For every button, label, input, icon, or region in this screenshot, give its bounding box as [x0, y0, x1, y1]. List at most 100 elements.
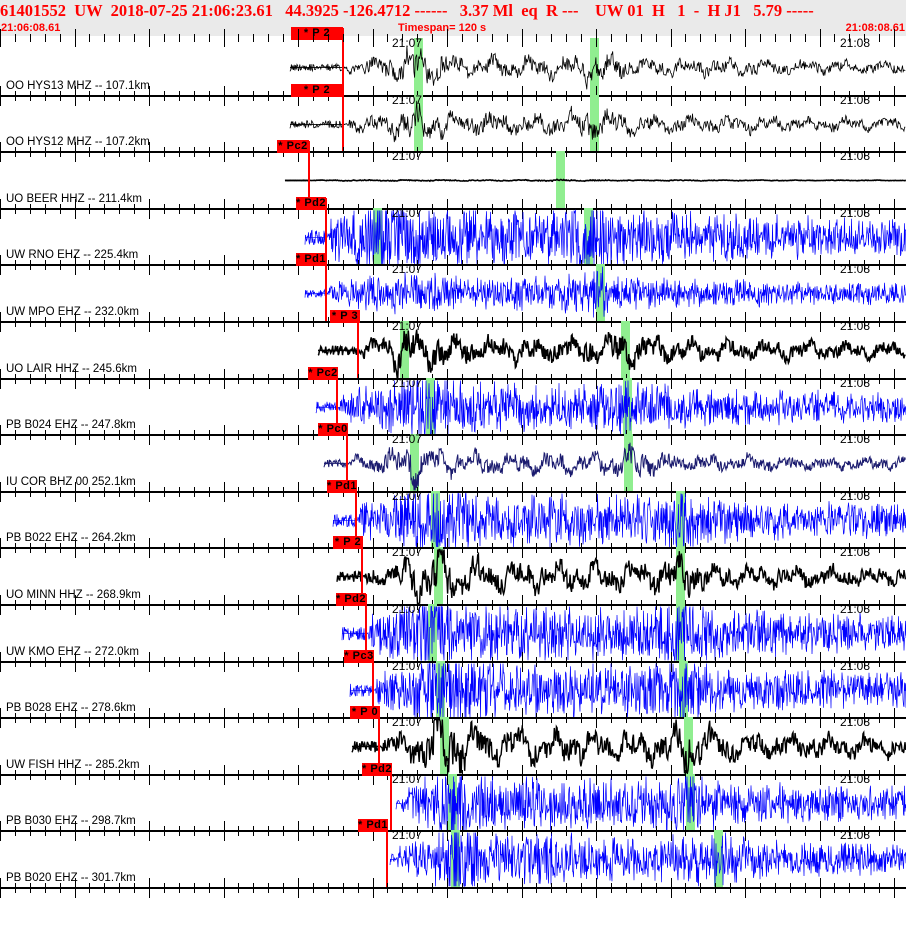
p-pick-label[interactable]: * P 2	[291, 27, 343, 40]
p-pick-label[interactable]: * Pd2	[362, 762, 393, 776]
p-pick-line[interactable]	[342, 84, 344, 152]
axis-tick	[373, 878, 374, 887]
channel-row[interactable]	[0, 490, 906, 548]
axis-tick	[283, 373, 284, 378]
p-pick-label[interactable]: * Pc2	[277, 140, 309, 154]
channel-row[interactable]	[0, 321, 906, 378]
axis-tick	[194, 323, 195, 327]
axis-tick	[283, 606, 284, 610]
p-pick-line[interactable]	[342, 28, 344, 95]
p-pick-line[interactable]	[355, 480, 357, 548]
channel-row[interactable]	[0, 264, 906, 321]
p-pick-line[interactable]	[386, 820, 388, 887]
p-pick-line[interactable]	[365, 594, 367, 661]
axis-tick	[75, 764, 76, 774]
channel-label[interactable]: UW RNO EHZ -- 225.4km	[6, 249, 139, 262]
axis-tick	[730, 662, 731, 667]
channel-row[interactable]	[0, 207, 906, 265]
channel-label[interactable]: UO MINN HHZ -- 268.9km	[6, 589, 141, 601]
axis-tick	[238, 486, 239, 491]
p-pick-label[interactable]: * Pd2	[296, 196, 327, 210]
p-pick-label[interactable]: * Pd1	[327, 479, 358, 493]
p-pick-label[interactable]: * Pc3	[344, 649, 374, 663]
p-pick-line[interactable]	[390, 763, 392, 831]
axis-tick	[671, 323, 672, 332]
axis-tick	[164, 883, 165, 887]
axis-tick	[298, 436, 299, 446]
axis-tick	[715, 549, 716, 554]
p-pick-label[interactable]: * Pd2	[336, 593, 367, 606]
channel-row[interactable]	[0, 604, 906, 661]
p-pick-line[interactable]	[357, 311, 359, 378]
axis-tick	[15, 34, 16, 38]
axis-tick	[75, 436, 76, 446]
axis-tick	[164, 436, 165, 441]
p-pick-line[interactable]	[336, 367, 338, 435]
axis-tick	[268, 379, 269, 384]
p-pick-label[interactable]: * P 2	[291, 83, 343, 97]
axis-tick	[700, 96, 701, 101]
p-pick-label[interactable]: * P 3	[330, 310, 360, 323]
p-pick-label[interactable]: * Pc2	[308, 366, 338, 380]
channel-label[interactable]: OO HYS12 MHZ -- 107.2km	[6, 136, 150, 149]
header-bar: 61401552 UW 2018-07-25 21:06:23.61 44.39…	[0, 0, 906, 22]
p-pick-label[interactable]: * Pd1	[358, 819, 389, 833]
channel-label[interactable]: OO HYS13 MHZ -- 107.1km	[6, 79, 150, 92]
channel-row[interactable]	[0, 377, 906, 435]
waveform-path	[304, 266, 906, 318]
p-pick-line[interactable]	[325, 254, 327, 321]
p-pick-line[interactable]	[346, 424, 348, 491]
channel-row[interactable]	[0, 547, 906, 604]
axis-tick	[626, 775, 627, 780]
axis-tick	[507, 600, 508, 604]
p-pick-label[interactable]: * P 0	[350, 706, 380, 720]
channel-label[interactable]: UW MPO EHZ -- 232.0km	[6, 306, 139, 318]
channel-label[interactable]: PB B022 EHZ -- 264.2km	[6, 532, 136, 545]
p-pick-line[interactable]	[372, 650, 374, 718]
seismogram-panel[interactable]: * P 2 21:07 21:08 OO HYS13 MHZ -- 107.1km * …	[0, 27, 906, 940]
channel-label[interactable]: UW KMO EHZ -- 272.0km	[6, 645, 139, 658]
axis-tick	[700, 379, 701, 384]
channel-row[interactable]	[0, 830, 906, 887]
axis-tick	[119, 436, 120, 441]
p-pick-label[interactable]: * P 2	[333, 536, 363, 550]
axis-tick	[894, 96, 895, 106]
axis-tick	[194, 317, 195, 321]
axis-tick	[894, 436, 895, 446]
channel-label[interactable]: UW FISH HHZ -- 285.2km	[6, 758, 140, 771]
p-pick-line[interactable]	[361, 537, 363, 604]
channel-row[interactable]	[0, 151, 906, 208]
p-pick-label[interactable]: * Pc0	[318, 423, 348, 437]
channel-label[interactable]: IU COR BHZ 00 252.1km	[6, 475, 136, 488]
axis-tick	[671, 198, 672, 208]
axis-tick	[15, 38, 16, 42]
axis-tick	[164, 153, 165, 158]
axis-tick	[790, 883, 791, 887]
p-pick-line[interactable]	[325, 197, 327, 265]
channel-label[interactable]: UO LAIR HHZ -- 245.6km	[6, 362, 137, 375]
axis-tick	[536, 317, 537, 321]
axis-tick	[566, 209, 567, 214]
axis-tick	[30, 436, 31, 441]
axis-tick	[760, 543, 761, 548]
axis-tick	[224, 708, 225, 718]
channel-row[interactable]	[0, 434, 906, 491]
channel-label[interactable]: UO BEER HHZ -- 211.4km	[6, 192, 142, 205]
channel-label[interactable]: PB B020 EHZ -- 301.7km	[6, 872, 136, 884]
channel-row[interactable]	[0, 94, 906, 152]
p-pick-line[interactable]	[308, 141, 310, 208]
channel-row[interactable]	[0, 717, 906, 774]
channel-label[interactable]: PB B024 EHZ -- 247.8km	[6, 419, 136, 432]
axis-tick	[45, 323, 46, 327]
axis-tick	[432, 38, 433, 42]
channel-row[interactable]	[0, 660, 906, 718]
axis-tick	[671, 142, 672, 152]
p-pick-label[interactable]: * Pd1	[296, 253, 327, 267]
channel-row[interactable]	[0, 773, 906, 831]
channel-label[interactable]: PB B030 EHZ -- 298.7km	[6, 815, 136, 828]
channel-row[interactable]	[0, 38, 906, 95]
axis-tick	[805, 883, 806, 887]
channel-label[interactable]: PB B028 EHZ -- 278.6km	[6, 702, 136, 715]
axis-tick	[894, 832, 895, 842]
p-pick-line[interactable]	[378, 707, 380, 774]
